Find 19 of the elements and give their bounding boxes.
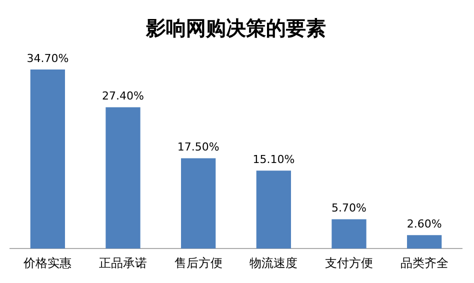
- data-label: 17.50%: [177, 140, 220, 154]
- x-tick-label: 售后方便: [174, 256, 222, 270]
- bar: [30, 70, 65, 249]
- data-label: 34.70%: [26, 52, 69, 65]
- bar: [332, 219, 366, 249]
- data-label: 2.60%: [406, 218, 442, 231]
- chart-title: 影响网购决策的要素: [145, 16, 326, 40]
- x-tick-label: 价格实惠: [22, 256, 72, 270]
- x-tick-label: 品类齐全: [400, 256, 448, 270]
- data-label: 15.10%: [252, 153, 295, 166]
- x-tick-label: 正品承诺: [99, 256, 147, 270]
- bar: [181, 158, 216, 249]
- bar: [256, 170, 291, 249]
- data-label: 5.70%: [332, 202, 366, 215]
- data-label: 27.40%: [102, 90, 144, 103]
- bar: [407, 235, 442, 249]
- x-tick-label: 物流速度: [250, 256, 298, 270]
- x-tick-label: 支付方便: [325, 256, 373, 270]
- bar: [106, 107, 140, 249]
